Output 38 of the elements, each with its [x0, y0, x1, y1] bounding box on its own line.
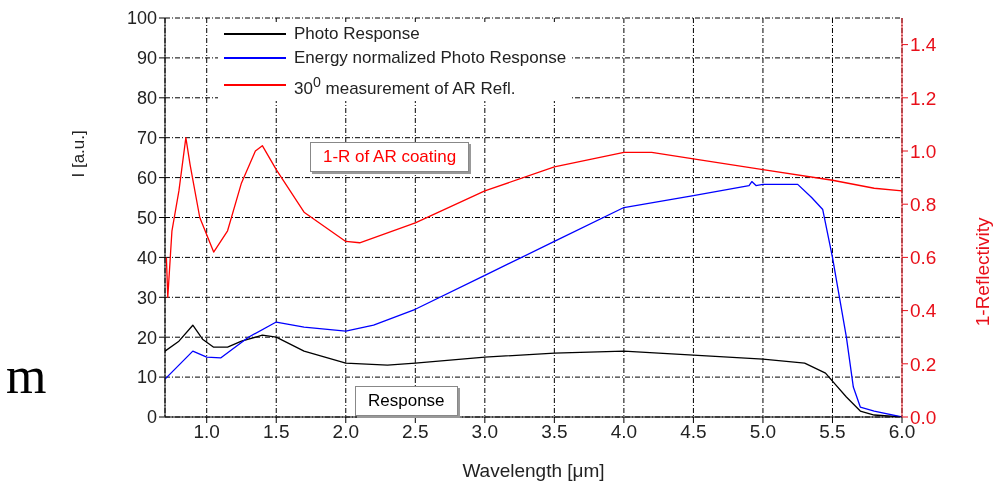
- x-axis-title: Wavelength [μm]: [462, 460, 605, 481]
- x-tick-label: 1.5: [263, 421, 290, 443]
- y2-tick-label: 1.0: [910, 140, 937, 162]
- y2-tick-label: 0.4: [910, 300, 937, 322]
- x-tick-label: 4.0: [610, 421, 638, 443]
- legend-label: 30$^{0}$ measurement of AR Refl.: [294, 73, 516, 100]
- x-tick-label: 2.0: [332, 421, 359, 443]
- y-tick-label: 30: [136, 287, 157, 308]
- y2-axis-title: 1-Reflectivity: [971, 217, 993, 327]
- y2-tick-label: 0.8: [910, 193, 937, 215]
- y-tick-label: 70: [136, 128, 157, 149]
- y2-tick-label: 1.2: [910, 87, 937, 109]
- x-tick-label: 5.0: [749, 421, 777, 443]
- y-tick-label: 20: [136, 327, 157, 348]
- legend-label: Photo Response: [294, 23, 420, 45]
- y-tick-label: 50: [136, 207, 157, 228]
- y-tick-label: 0: [146, 407, 157, 428]
- y2-tick-label: 0.2: [910, 353, 937, 375]
- y-tick-label: 80: [136, 88, 157, 109]
- y-tick-label: 60: [136, 167, 157, 188]
- y-tick-label: 10: [136, 367, 157, 388]
- annotation: Response: [368, 391, 445, 410]
- x-tick-label: 5.5: [819, 421, 846, 443]
- line-series: [165, 137, 902, 298]
- y-tick-label: 40: [136, 247, 157, 268]
- legend-label: Energy normalized Photo Response: [294, 47, 567, 69]
- x-tick-label: 1.0: [193, 421, 220, 443]
- y2-tick-label: 0.6: [910, 247, 937, 269]
- x-tick-label: 4.5: [680, 421, 707, 443]
- y-tick-label: 90: [136, 48, 157, 69]
- x-tick-label: 3.0: [471, 421, 499, 443]
- y2-tick-label: 1.4: [910, 34, 937, 56]
- y-axis-title: I [a.u.]: [69, 130, 89, 178]
- x-tick-label: 2.5: [402, 421, 429, 443]
- text: m: [6, 347, 47, 404]
- x-tick-label: 3.5: [541, 421, 568, 443]
- y-tick-label: 100: [126, 8, 157, 29]
- annotation: 1-R of AR coating: [323, 147, 457, 166]
